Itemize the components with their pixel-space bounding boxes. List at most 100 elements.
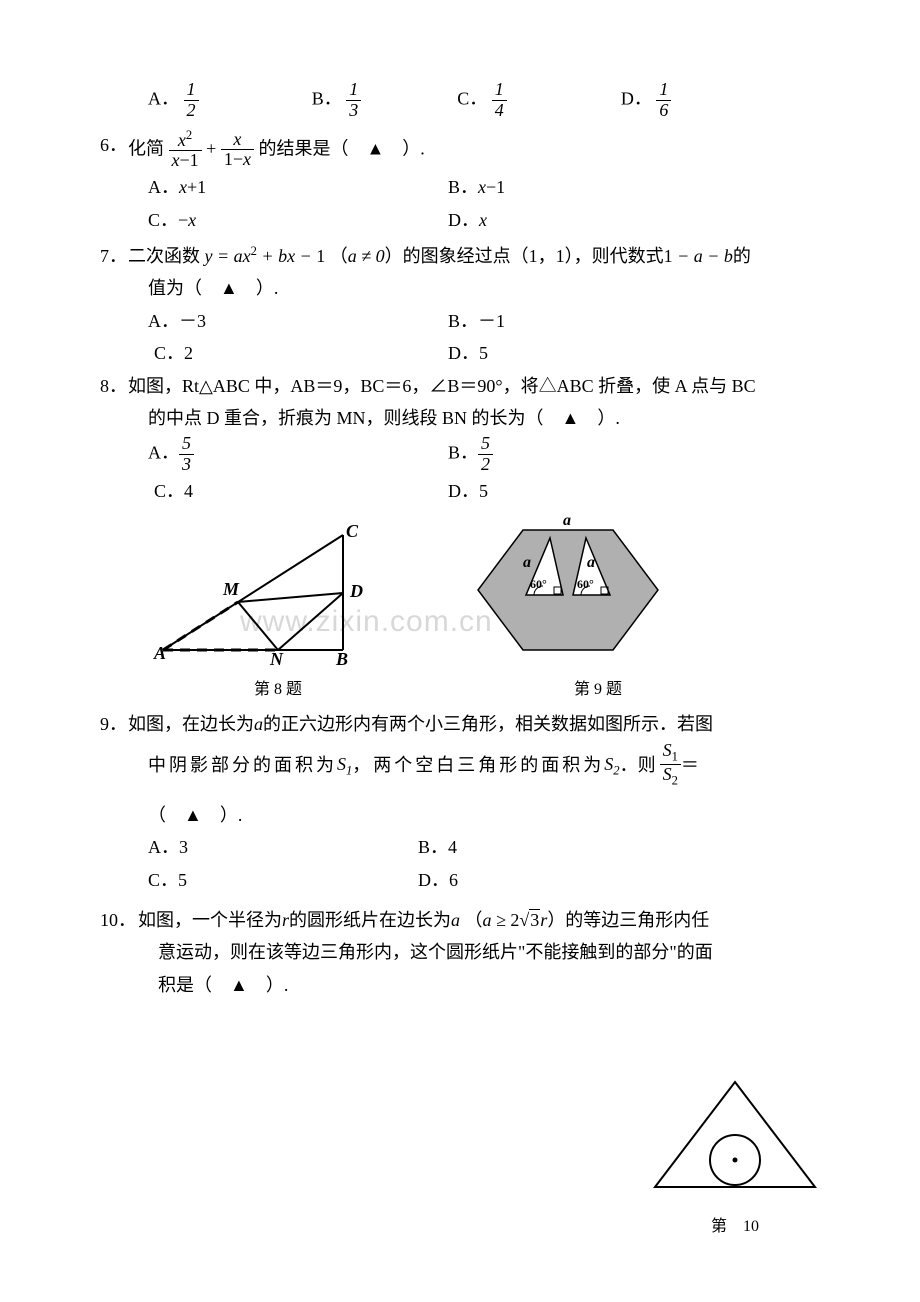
svg-text:60°: 60°: [577, 577, 594, 591]
opt-d: D． 16: [621, 80, 830, 121]
t2: （: [330, 246, 348, 266]
q6-num: 6．: [100, 129, 128, 161]
opt-a: A． 12: [148, 80, 312, 121]
frac-den: S2: [660, 765, 681, 788]
opt-a: A．x+1: [148, 171, 448, 203]
frac-den: 4: [492, 101, 507, 121]
v2: −1: [486, 177, 505, 197]
svg-text:60°: 60°: [530, 577, 547, 591]
svg-text:C: C: [346, 521, 359, 541]
eq: ＝: [681, 749, 699, 781]
opt-a-letter: A．: [148, 88, 179, 108]
S: S: [337, 754, 346, 774]
opt-b: B．52: [448, 434, 493, 475]
frac-num: 1: [346, 80, 361, 101]
svg-text:B: B: [335, 649, 348, 665]
q6-fr2-num: x: [221, 130, 254, 151]
frac-den: 2: [184, 101, 199, 121]
svg-text:A: A: [153, 643, 166, 663]
frac-num: 1: [184, 80, 199, 101]
opt-a: A．－3: [148, 305, 448, 337]
l: B．: [448, 177, 478, 197]
x: x: [172, 150, 180, 170]
q10: 10． 如图，一个半径为r的圆形纸片在边长为a （a ≥ 23r）的等边三角形内…: [100, 904, 830, 936]
q7-f: y = ax2 + bx − 1: [205, 246, 326, 266]
v1: x: [179, 177, 187, 197]
v2: x: [188, 210, 196, 230]
frac-num: S1: [660, 741, 681, 765]
v1: −: [178, 210, 188, 230]
q7-row1: A．－3 B．－1: [148, 305, 830, 337]
figures-row: A B C D M N 第 8 题 60° 60° a a a 第 9 题: [148, 515, 830, 704]
opt-d-letter: D．: [621, 88, 652, 108]
opt-c: C．5: [148, 864, 418, 896]
frac-den: 3: [346, 101, 361, 121]
q10-caption: 第 10: [650, 1213, 820, 1242]
q6-fr1-den: x−1: [169, 151, 202, 171]
opt-d: D．5: [448, 337, 488, 369]
l: B．: [448, 443, 478, 463]
r: r: [282, 910, 289, 930]
opt-d: D．6: [418, 864, 458, 896]
q10-svg: [650, 1077, 820, 1197]
d: 3: [179, 455, 194, 475]
q8-row2: C．4 D．5: [148, 475, 830, 507]
svg-text:M: M: [222, 579, 240, 599]
l1: 如图，Rt△ABC 中，AB＝9，BC＝6，∠B＝90°，将△ABC 折叠，使 …: [128, 376, 756, 396]
ineq: a ≥ 23r: [483, 910, 548, 930]
q6-fr2-den: 1−x: [221, 150, 254, 170]
q8-num: 8．: [100, 370, 128, 402]
q6-row2: C．−x D．x: [148, 204, 830, 236]
q6: 6． 化简 x2 x−1 + x 1−x 的结果是（ ▲ ）.: [100, 129, 830, 172]
t3: 中阴影部分的面积为: [148, 749, 337, 781]
x: x: [178, 130, 186, 150]
frac-num: 1: [656, 80, 671, 101]
opt-c-letter: C．: [457, 88, 487, 108]
opt-d: D．x: [448, 204, 487, 236]
q7-body: 二次函数 y = ax2 + bx − 1 （a ≠ 0）的图象经过点（1，1）…: [128, 240, 830, 272]
opt-a: A．3: [148, 831, 418, 863]
l: A．: [148, 443, 179, 463]
opt-b: B．－1: [448, 305, 505, 337]
q8-caption: 第 8 题: [148, 676, 408, 705]
v: x: [479, 210, 487, 230]
t2: 的正六边形内有两个小三角形，相关数据如图所示．若图: [263, 714, 713, 734]
n: 5: [478, 434, 493, 455]
opt-b-letter: B．: [312, 88, 342, 108]
q7-line2: 值为（ ▲ ）.: [148, 272, 830, 304]
q8: 8． 如图，Rt△ABC 中，AB＝9，BC＝6，∠B＝90°，将△ABC 折叠…: [100, 370, 830, 402]
t4: ，两个空白三角形的面积为: [352, 749, 604, 781]
opt-c: C．4: [148, 475, 448, 507]
t3: ）的图象经过点（1，1），则代数式: [385, 246, 664, 266]
q9-row1: A．3 B．4: [148, 831, 830, 863]
t1: 二次函数: [128, 246, 200, 266]
frac-den: 6: [656, 101, 671, 121]
q6-fr1-num: x2: [169, 129, 202, 152]
q10-num: 10．: [100, 904, 138, 936]
q7-num: 7．: [100, 240, 128, 272]
svg-text:N: N: [269, 649, 284, 665]
t4: ）的等边三角形内任: [547, 910, 709, 930]
q8-svg: A B C D M N: [148, 515, 378, 665]
a: a: [451, 910, 460, 930]
q9-blank: （ ▲ ）.: [148, 799, 830, 831]
q9: 9． 如图，在边长为a的正六边形内有两个小三角形，相关数据如图所示．若图: [100, 708, 830, 740]
svg-text:a: a: [587, 554, 595, 571]
v2: +1: [187, 177, 206, 197]
s2: S2: [604, 748, 619, 782]
f2: a ≠ 0: [348, 246, 385, 266]
l: D．: [448, 210, 479, 230]
opt-a: A．53: [148, 434, 448, 475]
q10-line3: 积是（ ▲ ）.: [158, 969, 830, 1001]
svg-text:D: D: [349, 581, 363, 601]
frac-num: 1: [492, 80, 507, 101]
v1: x: [478, 177, 486, 197]
x: x: [243, 149, 251, 169]
minus1: −1: [180, 150, 199, 170]
q9-num: 9．: [100, 708, 128, 740]
t2: 的圆形纸片在边长为: [289, 910, 451, 930]
q6-t2: 的结果是（ ▲ ）.: [258, 138, 424, 158]
opt-c: C．2: [148, 337, 448, 369]
q10-body: 如图，一个半径为r的圆形纸片在边长为a （a ≥ 23r）的等边三角形内任: [138, 904, 830, 936]
opt-b: B．4: [418, 831, 457, 863]
